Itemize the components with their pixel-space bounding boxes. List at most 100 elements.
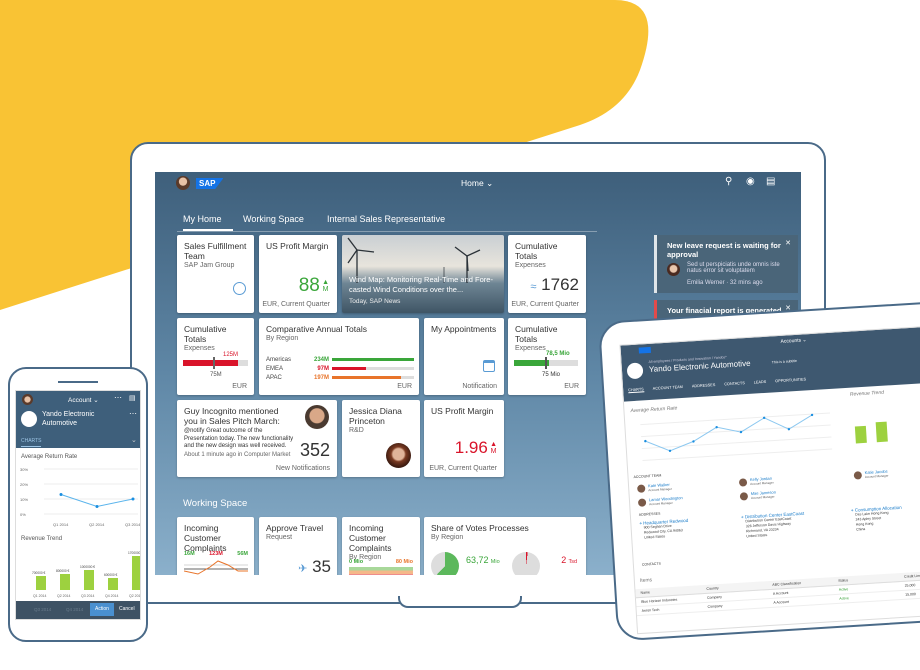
copilot-icon[interactable]: ◉ (746, 176, 755, 187)
cancel-button[interactable]: Cancel (119, 606, 135, 612)
tile-news[interactable]: Wind Map: Monitoring Real-Time and Fore-… (342, 235, 504, 313)
comparison-chart: Americas 234M EMEA 97M APAC 197M (266, 355, 414, 382)
tab-charts[interactable]: CHARTS (628, 387, 644, 394)
tab-addresses[interactable]: ADDRESSES (691, 382, 716, 389)
notifications-icon[interactable]: ▤ (129, 395, 136, 402)
y-tick-label: 30% (20, 467, 28, 472)
accounts-menu[interactable]: Accounts ⌄ (780, 337, 807, 345)
tile-title: Approve Travel (266, 523, 324, 533)
tile-cumulative-totals-2[interactable]: Cumulative Totals Expenses 125M 75M EUR (177, 318, 254, 395)
value: 2 (561, 555, 567, 565)
bullet-fill (514, 360, 550, 366)
tile-comparative-annual-totals[interactable]: Comparative Annual Totals By Region Amer… (259, 318, 419, 395)
chevron-down-icon: ⌄ (486, 178, 494, 188)
chart-labels: 0 Mio 80 Mio (349, 559, 413, 565)
table-cell: Company (707, 603, 723, 609)
trend-up-icon: ▲ M (490, 441, 497, 455)
shell-title-menu[interactable]: Home ⌄ (461, 178, 493, 189)
notifications-icon[interactable]: ▤ (766, 176, 776, 187)
tile-complaints[interactable]: Incoming Customer Complaints 16M 123M 56M (177, 517, 254, 575)
tab-leads[interactable]: LEADS (753, 379, 767, 385)
tab-my-home[interactable]: My Home (183, 214, 233, 231)
shell-title: Home (461, 178, 484, 188)
chart-title: Revenue Trend (21, 536, 63, 542)
search-icon[interactable]: ⚲ (725, 176, 733, 187)
tablet-frame: Accounts ⌄ All employees / Products and … (598, 300, 920, 642)
tile-subtitle: Expenses (515, 262, 546, 269)
tile-mention[interactable]: Guy Incognito mentioned you in Sales Pit… (177, 400, 337, 477)
chart-title: Average Return Rate (21, 454, 78, 460)
news-source: Today, SAP News (349, 298, 401, 305)
team-member[interactable]: Mae Jameson Account Manager (739, 489, 777, 501)
tile-title: Incoming Customer Complaints (349, 523, 392, 553)
y-tick-label: 20% (20, 482, 28, 487)
tile-cumulative-totals-1[interactable]: Cumulative Totals Expenses ≈ 1762 EUR, C… (508, 235, 586, 313)
more-icon[interactable]: ⋯ (129, 409, 137, 418)
notification-meta: Emilia Werner · 32 mins ago (687, 280, 763, 286)
close-icon[interactable]: ✕ (785, 240, 791, 247)
tile-subtitle: By Region (431, 534, 464, 541)
revenue-bar (36, 576, 46, 590)
kpi: 1.96 ▲ M (455, 438, 497, 458)
chevron-down-icon[interactable]: ⌄ (131, 437, 137, 444)
jam-icon (233, 282, 246, 295)
header-subtitle: This is a subtitle (771, 358, 797, 365)
revenue-bar (854, 425, 867, 444)
team-member[interactable]: Lamar Woodington Account Manager (637, 495, 683, 507)
tile-subtitle: By Region (266, 335, 299, 342)
comparison-row: Americas 234M (266, 355, 414, 364)
tab-contacts[interactable]: CONTACTS (724, 381, 745, 387)
tile-complaints-by-region[interactable]: Incoming Customer Complaints By Region 0… (342, 517, 420, 575)
section-tab-charts[interactable]: CHARTS (21, 438, 41, 447)
user-avatar[interactable] (22, 394, 33, 405)
action-button[interactable]: Action (90, 603, 114, 616)
member-text: Mae Jameson Account Manager (751, 489, 777, 500)
account-menu[interactable]: Account ⌄ (68, 397, 99, 404)
bar-data-label: 700000 € (32, 571, 46, 575)
label-min: 0 Mio (349, 559, 364, 565)
bar-data-label: 1000000 € (80, 565, 95, 569)
tab-internal-sales[interactable]: Internal Sales Representative (327, 214, 446, 224)
average-return-chart: 30% 20% 10% 0% Q1 2014 Q2 2014 Q3 2014 (20, 467, 140, 527)
more-icon[interactable]: ⋯ (114, 393, 122, 402)
tile-footer: EUR, Current Quarter (429, 465, 497, 472)
revenue-bar (84, 570, 94, 590)
team-member[interactable]: Katie Jacobs Account Manager (853, 469, 889, 480)
tile-share-of-votes[interactable]: Share of Votes Processes By Region 63,72… (424, 517, 586, 575)
data-point (715, 425, 718, 429)
tile-contact[interactable]: Jessica Diana Princeton R&D (342, 400, 420, 477)
tile-title: US Profit Margin (431, 406, 494, 416)
notification-card[interactable]: New leave request is waiting for approva… (654, 235, 798, 293)
tile-my-appointments[interactable]: My Appointments Notification (424, 318, 504, 395)
time: 32 mins ago (729, 280, 763, 286)
member-text: Kate Walker Account Manager (648, 482, 672, 492)
tile-title: Guy Incognito mentioned you in Sales Pit… (184, 406, 280, 426)
revenue-bar (108, 578, 118, 590)
user-avatar[interactable] (176, 176, 190, 190)
tile-footer: New Notifications (275, 465, 330, 472)
avatar (637, 498, 647, 507)
tile-us-profit-margin[interactable]: US Profit Margin 88 ▲ M EUR, Current Quar… (259, 235, 337, 313)
tile-title: Comparative Annual Totals (266, 324, 367, 334)
avatar (738, 478, 748, 487)
tab-opportunities[interactable]: OPPORTUNITIES (775, 377, 807, 384)
tab-working-space[interactable]: Working Space (243, 214, 304, 224)
address-block: ⌖ Distribution Center EastCoast Distribut… (741, 511, 805, 540)
tab-account-team[interactable]: ACCOUNT TEAM (652, 384, 684, 391)
laptop-base (398, 596, 522, 608)
notification-count: 352 (299, 440, 330, 460)
tile-approve-travel[interactable]: Approve Travel Request ✈ 35 (259, 517, 337, 575)
tile-title: Jessica Diana Princeton (349, 406, 402, 426)
tile-sales-team[interactable]: Sales Fulfillment Team SAP Jam Group (177, 235, 254, 313)
region-value: 97M (317, 365, 329, 372)
column-header: Credit Limit (USD) (904, 573, 920, 579)
team-member[interactable]: Kelly Jordan Account Manager (738, 476, 774, 487)
notification-text: Sed ut perspiciatis unde omnis iste natu… (687, 262, 780, 274)
tile-subtitle: Expenses (184, 345, 215, 352)
sap-logo[interactable]: SAP (196, 178, 224, 189)
close-icon[interactable]: ✕ (785, 305, 791, 312)
team-member[interactable]: Kate Walker Account Manager (637, 482, 672, 493)
kpi-scale: M (490, 448, 497, 455)
tile-us-profit-margin-2[interactable]: US Profit Margin 1.96 ▲ M EUR, Current Qu… (424, 400, 504, 477)
tile-cumulative-totals-3[interactable]: Cumulative Totals Expenses 78,5 Mio 75 M… (508, 318, 586, 395)
